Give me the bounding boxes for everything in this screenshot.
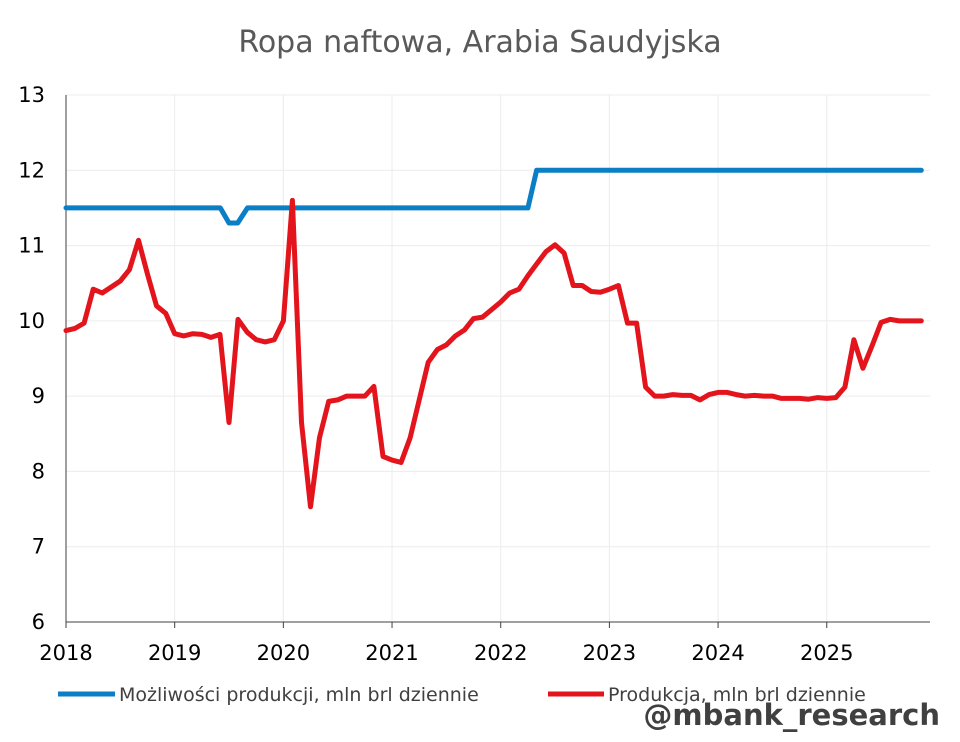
y-tick-label: 7 xyxy=(32,535,45,559)
x-tick-label: 2018 xyxy=(39,641,92,665)
x-tick-label: 2020 xyxy=(257,641,310,665)
watermark: @mbank_research xyxy=(643,698,940,732)
chart-title: Ropa naftowa, Arabia Saudyjska xyxy=(238,25,721,60)
series-line-1 xyxy=(63,197,924,510)
x-tick-label: 2023 xyxy=(583,641,636,665)
y-tick-label: 8 xyxy=(32,459,45,483)
y-tick-label: 6 xyxy=(32,610,45,634)
y-tick-label: 12 xyxy=(18,158,45,182)
legend-label-0: Możliwości produkcji, mln brl dziennie xyxy=(119,684,479,706)
x-tick-label: 2024 xyxy=(691,641,744,665)
y-tick-label: 10 xyxy=(18,309,45,333)
series-lines xyxy=(63,167,924,510)
x-tick-label: 2025 xyxy=(800,641,853,665)
legend: Możliwości produkcji, mln brl dziennie Pr… xyxy=(58,684,866,706)
axes: 6 7 8 9 10 11 12 13 2018 2019 2020 2021 2022 2023 2024… xyxy=(18,83,930,665)
y-tick-label: 9 xyxy=(32,384,45,408)
x-tick-label: 2021 xyxy=(365,641,418,665)
x-tick-label: 2022 xyxy=(474,641,527,665)
series-line-0 xyxy=(63,167,924,226)
y-tick-label: 13 xyxy=(18,83,45,107)
legend-label-1: Produkcja, mln brl dziennie xyxy=(608,684,866,706)
x-tick-label: 2019 xyxy=(148,641,201,665)
grid xyxy=(66,94,930,622)
y-tick-label: 11 xyxy=(18,234,45,258)
